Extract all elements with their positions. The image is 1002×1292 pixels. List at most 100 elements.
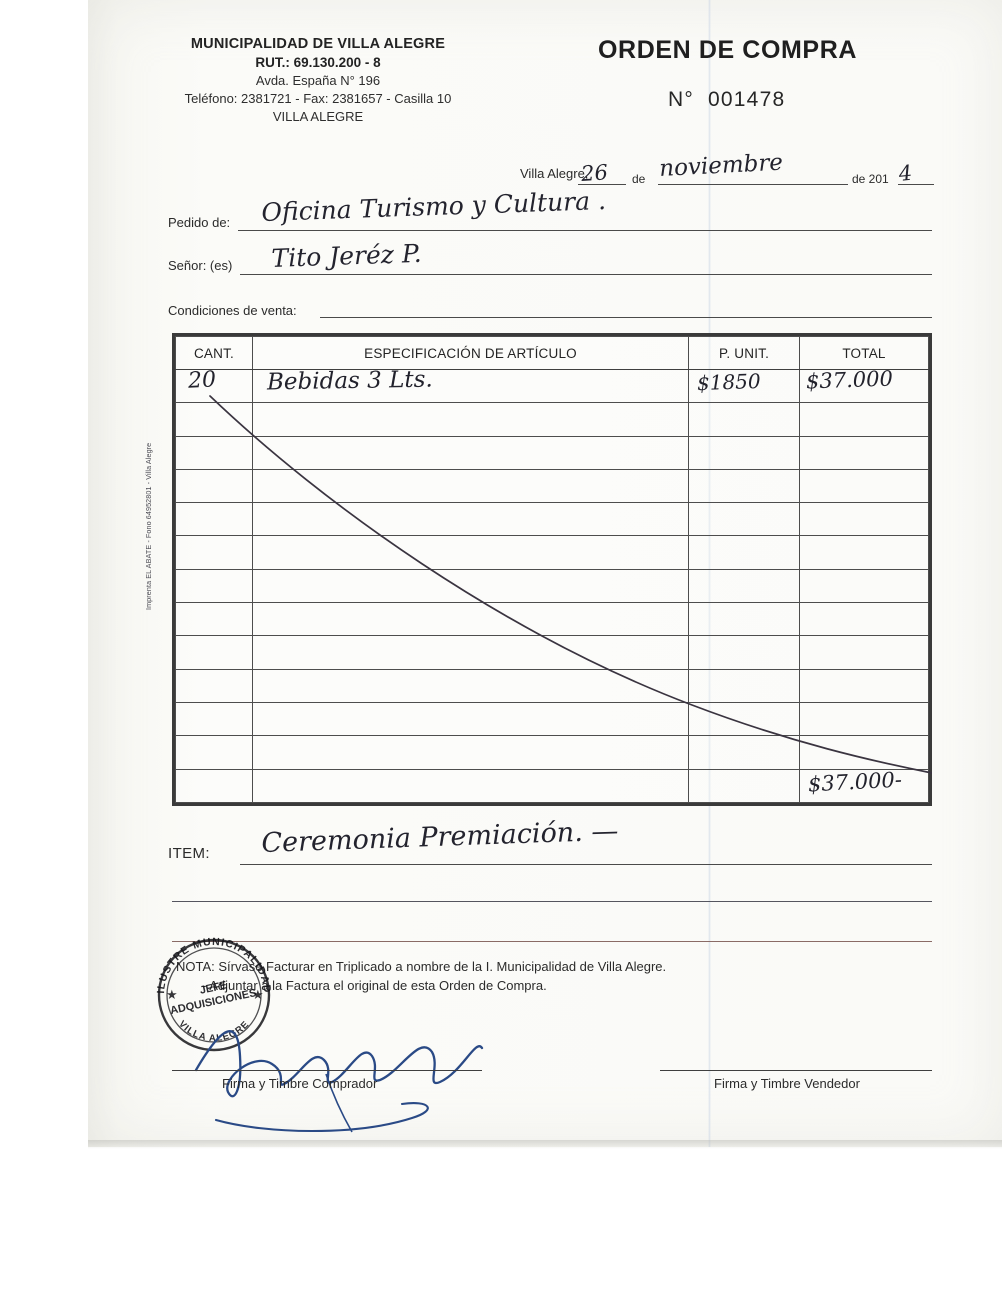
table-row[interactable] [175,535,929,570]
cell-desc[interactable] [252,701,689,737]
cell-desc[interactable] [252,768,689,804]
table-row[interactable] [175,468,929,504]
condiciones-underline[interactable] [320,317,932,318]
cell-desc[interactable] [252,535,689,570]
cell-total[interactable] [799,668,929,703]
cell-unit[interactable] [688,402,800,437]
table-row[interactable] [175,602,929,637]
table-row[interactable] [175,701,929,737]
note-line-1: NOTA: Sírvase Facturar en Triplicado a n… [176,959,667,974]
date-year-value: 4 [897,160,914,186]
cell-unit[interactable] [688,735,800,770]
table-row[interactable]: $37.000- [175,767,929,804]
organization-rut: RUT.: 69.130.200 - 8 [255,55,381,70]
date-place-label: Villa Alegre, [520,166,589,181]
cell-desc[interactable] [252,502,689,537]
cell-total[interactable] [799,502,929,537]
cell-cant[interactable] [175,435,253,470]
cell-unit[interactable] [688,568,800,604]
cell-total[interactable] [799,468,929,504]
cell-unit-value: $1850 [696,368,762,396]
cell-desc[interactable]: Bebidas 3 Lts. [252,367,689,404]
cell-unit[interactable] [688,668,800,703]
vendor-signature-line[interactable] [660,1070,932,1071]
cell-desc[interactable] [252,602,689,637]
divider-rule-top [172,901,932,902]
cell-cant[interactable] [175,768,253,804]
cell-total[interactable] [799,602,929,637]
pedido-underline[interactable] [238,230,932,231]
cell-unit[interactable] [688,635,800,670]
cell-total[interactable] [799,402,929,437]
cell-total[interactable] [799,435,929,470]
cell-total[interactable]: $37.000 [799,366,929,404]
organization-address: Avda. España N° 196 [255,73,381,88]
buyer-signature-line[interactable] [172,1070,482,1071]
cell-unit[interactable] [688,468,800,504]
line-items-table: CANT. ESPECIFICACIÓN DE ARTÍCULO P. UNIT… [172,333,932,806]
divider-rule-bottom [172,941,932,942]
cell-cant[interactable]: 20 [175,367,253,404]
cell-desc[interactable] [252,402,689,437]
cell-desc[interactable] [252,435,689,470]
cell-desc[interactable] [252,468,689,504]
organization-city: VILLA ALEGRE [272,109,364,124]
item-underline[interactable] [240,864,932,865]
cell-desc[interactable] [252,735,689,770]
table-row[interactable]: 20 Bebidas 3 Lts. $1850 $37.000 [175,366,929,404]
cell-desc[interactable] [252,668,689,703]
cell-unit[interactable] [688,768,800,804]
cell-cant-value: 20 [187,367,217,394]
cell-unit[interactable] [688,602,800,637]
cell-total[interactable]: $37.000- [799,767,929,804]
column-header-cant: CANT. [175,336,253,370]
column-header-desc: ESPECIFICACIÓN DE ARTÍCULO [252,336,689,370]
stamp-star-left: ★ [166,987,178,1002]
date-year-underline [898,184,934,185]
cell-desc[interactable] [252,635,689,670]
column-header-unit: P. UNIT. [688,336,800,370]
vendor-signature-label: Firma y Timbre Vendedor [714,1076,860,1091]
cell-total[interactable] [799,701,929,737]
cell-cant[interactable] [175,635,253,670]
table-row[interactable] [175,735,929,770]
cell-cant[interactable] [175,568,253,604]
buyer-signature-label: Firma y Timbre Comprador [222,1076,378,1091]
cell-unit[interactable] [688,502,800,537]
senor-label: Señor: (es) [168,258,233,273]
document-number-label: N° [668,88,694,111]
cell-unit[interactable]: $1850 [688,368,800,404]
cell-cant[interactable] [175,402,253,437]
column-header-total: TOTAL [799,336,929,370]
cell-cant[interactable] [175,535,253,570]
cell-unit[interactable] [688,535,800,570]
buyer-signature [194,1030,484,1133]
cell-total[interactable] [799,535,929,570]
document-number: N° 001478 [668,88,785,112]
cell-total[interactable] [799,635,929,670]
date-month-underline [658,184,848,185]
cell-cant[interactable] [175,468,253,504]
cell-cant[interactable] [175,701,253,737]
cell-cant[interactable] [175,602,253,637]
cell-total-value: $37.000- [807,767,903,797]
page-bottom-edge [88,1140,1002,1149]
table-row[interactable] [175,402,929,437]
cell-unit[interactable] [688,701,800,737]
senor-underline[interactable] [240,274,932,275]
cell-cant[interactable] [175,502,253,537]
table-row[interactable] [175,502,929,537]
table-row[interactable] [175,568,929,604]
cell-unit[interactable] [688,435,800,470]
cell-total[interactable] [799,568,929,604]
printer-credit: Imprenta EL ABATE - Fono 64952801 - Vill… [144,442,153,610]
table-row[interactable] [175,635,929,670]
cell-cant[interactable] [175,735,253,770]
cell-cant[interactable] [175,668,253,703]
cell-desc[interactable] [252,568,689,604]
table-row[interactable] [175,668,929,703]
document-number-value: 001478 [708,88,786,111]
table-header-row: CANT. ESPECIFICACIÓN DE ARTÍCULO P. UNIT… [175,336,929,370]
cell-total[interactable] [799,735,929,770]
table-row[interactable] [175,435,929,470]
